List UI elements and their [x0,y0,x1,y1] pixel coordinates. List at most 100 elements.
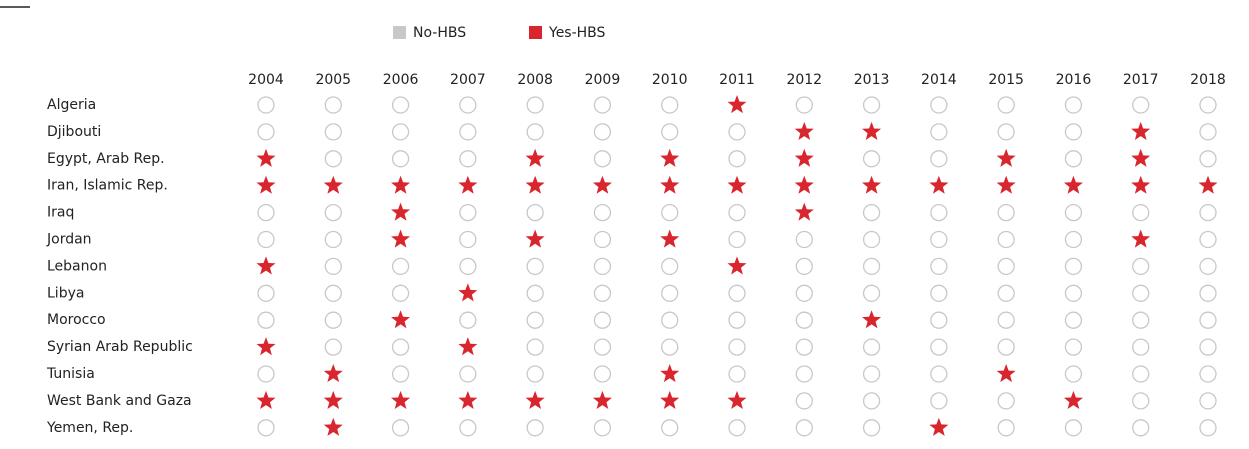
no-circle [795,338,813,356]
yes-star [862,310,882,329]
yes-star [525,148,545,167]
no-circle [728,419,746,437]
yes-star [1131,229,1151,248]
yes-star [592,390,612,409]
yes-star [727,95,747,114]
no-circle [1132,365,1150,383]
no-circle [1064,419,1083,437]
yes-star [794,175,814,194]
yes-star [391,229,411,248]
x-tick-label: 2004 [248,72,284,88]
no-circle [459,96,477,114]
no-circle [459,150,477,168]
no-circle [593,96,612,114]
no-circle [526,284,544,302]
no-circle [997,419,1015,437]
no-circle [997,123,1015,141]
yes-star [458,337,478,356]
no-circle [795,365,813,383]
no-circle [391,96,410,114]
no-circle [862,203,881,222]
no-circle [661,257,679,276]
yes-star [660,364,680,383]
no-circle [1064,96,1083,114]
no-circle [1064,311,1083,329]
no-circle [661,311,679,329]
yes-star [1063,390,1083,409]
no-circle [1064,203,1083,222]
no-circle [728,150,746,168]
no-circle [324,311,342,329]
no-circle [728,284,746,302]
no-circle [661,419,679,437]
no-circle [324,230,342,249]
yes-star [1063,175,1083,194]
no-circle [1064,365,1083,383]
no-circle [997,338,1015,356]
no-circle [593,257,612,276]
yes-star [862,121,882,140]
no-circle [257,230,275,249]
no-circle [862,257,881,276]
no-circle [862,338,881,356]
yes-star [525,229,545,248]
no-circle [997,203,1015,222]
x-tick-label: 2011 [719,72,755,88]
no-circle [930,123,948,141]
row-label: West Bank and Gaza [47,393,192,409]
no-circle [257,311,275,329]
no-circle [930,284,948,302]
no-circle [593,150,612,168]
yes-star [996,148,1016,167]
yes-star [256,175,276,194]
legend-swatch [393,26,406,39]
no-circle [257,96,275,114]
no-circle [593,123,612,141]
yes-star [794,202,814,221]
no-circle [1199,257,1217,276]
no-circle [593,203,612,222]
yes-star [458,283,478,302]
no-circle [391,150,410,168]
yes-star [256,256,276,275]
yes-star [660,175,680,194]
no-circle [391,123,410,141]
x-tick-label: 2017 [1123,72,1159,88]
no-circle [930,150,948,168]
no-circle [862,230,881,249]
no-circle [1132,284,1150,302]
no-circle [1064,284,1083,302]
no-circle [324,123,342,141]
no-circle [593,338,612,356]
x-tick-label: 2015 [988,72,1024,88]
no-circle [391,419,410,437]
row-label: Djibouti [47,124,101,140]
no-circle [257,284,275,302]
no-circle [997,230,1015,249]
no-circle [459,230,477,249]
no-circle [324,96,342,114]
yes-star [929,175,949,194]
no-circle [862,150,881,168]
no-circle [593,230,612,249]
no-circle [1132,96,1150,114]
yes-star [660,148,680,167]
no-circle [997,392,1015,410]
yes-star [996,364,1016,383]
no-circle [997,311,1015,329]
no-circle [459,203,477,222]
no-circle [257,123,275,141]
yes-star [660,390,680,409]
no-circle [795,257,813,276]
yes-star [660,229,680,248]
no-circle [661,203,679,222]
no-circle [930,392,948,410]
yes-star [794,148,814,167]
no-circle [324,203,342,222]
x-tick-label: 2006 [383,72,419,88]
yes-star [862,175,882,194]
no-circle [728,311,746,329]
no-circle [593,284,612,302]
yes-star [929,417,949,436]
